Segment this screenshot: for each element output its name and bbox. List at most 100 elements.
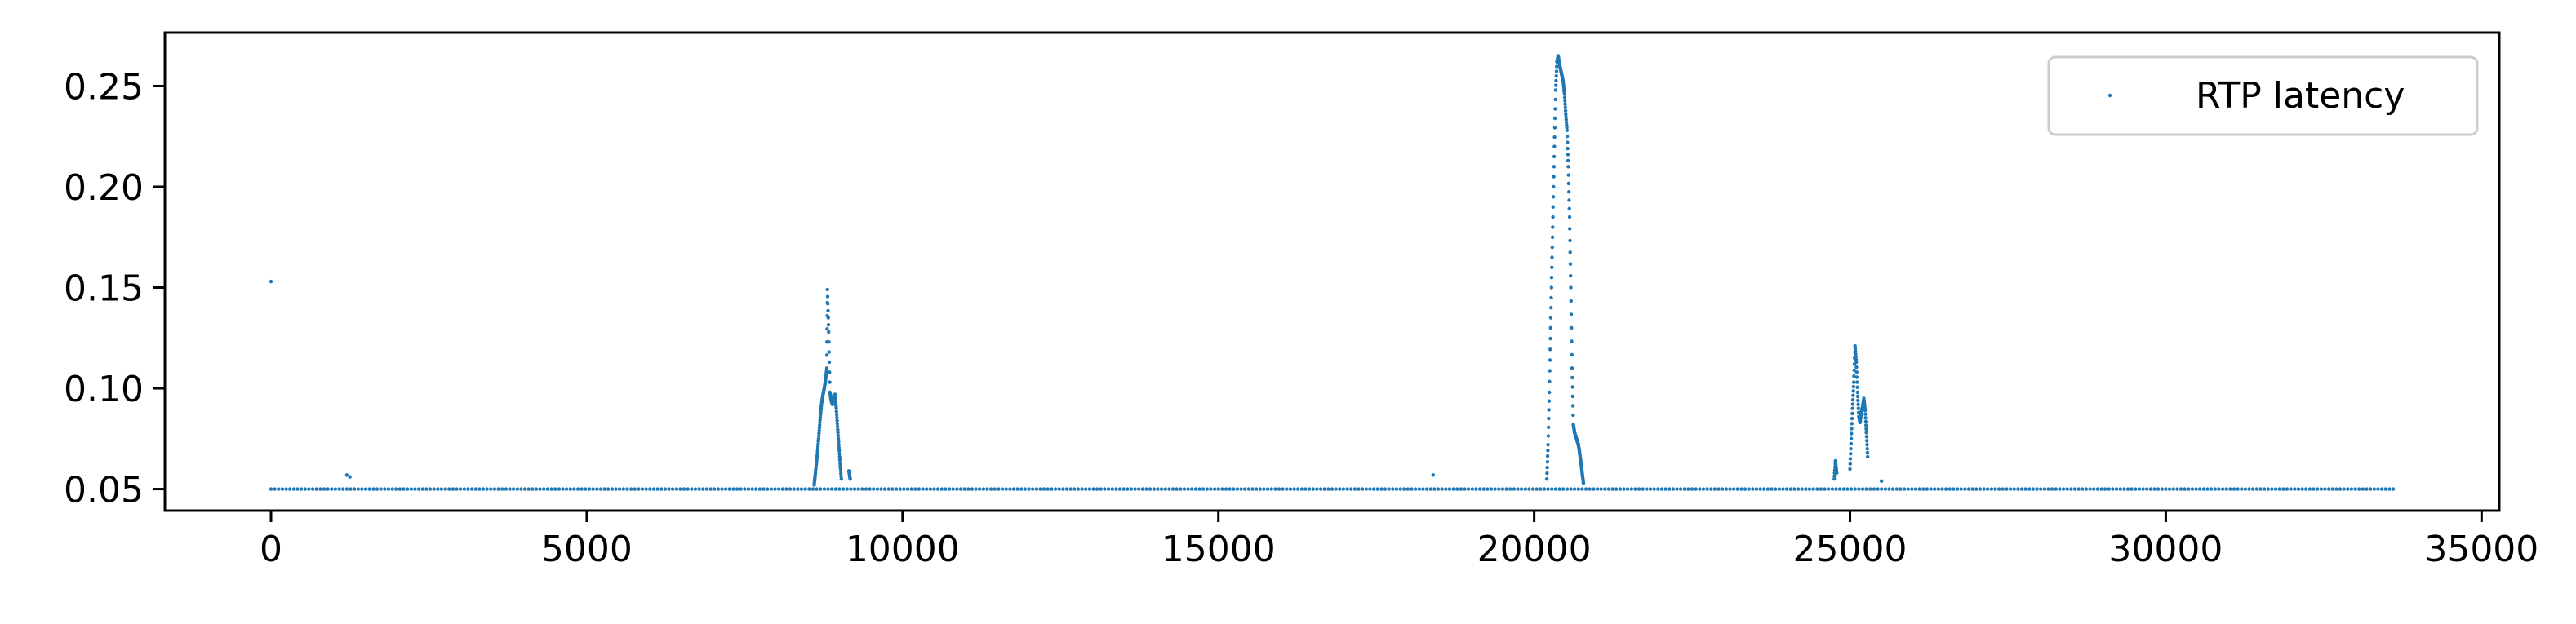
baseline-point bbox=[2281, 487, 2285, 491]
baseline-point bbox=[580, 487, 584, 491]
baseline-point bbox=[549, 487, 553, 491]
baseline-point bbox=[1175, 487, 1179, 491]
data-point bbox=[1564, 120, 1569, 125]
baseline-point bbox=[637, 487, 641, 491]
baseline-point bbox=[2338, 487, 2343, 491]
baseline-point bbox=[1845, 487, 1850, 491]
baseline-point bbox=[1349, 487, 1353, 491]
baseline-point bbox=[750, 487, 754, 491]
baseline-point bbox=[2001, 487, 2005, 491]
baseline-point bbox=[1599, 487, 1603, 491]
baseline-point bbox=[780, 487, 784, 491]
data-point bbox=[1569, 285, 1573, 290]
baseline-point bbox=[2148, 487, 2153, 491]
baseline-point bbox=[686, 487, 690, 491]
data-point bbox=[1551, 215, 1555, 219]
data-point bbox=[1431, 473, 1436, 477]
baseline-point bbox=[1292, 487, 1296, 491]
baseline-point bbox=[1497, 487, 1501, 491]
baseline-point bbox=[2304, 487, 2308, 491]
baseline-point bbox=[1982, 487, 1986, 491]
baseline-point bbox=[886, 487, 891, 491]
y-tick-label: 0.05 bbox=[64, 470, 144, 511]
baseline-point bbox=[402, 487, 406, 491]
data-point bbox=[837, 443, 841, 447]
baseline-point bbox=[955, 487, 959, 491]
data-point bbox=[1850, 397, 1855, 402]
data-point bbox=[1865, 450, 1870, 455]
baseline-point bbox=[1943, 487, 1948, 491]
baseline-point bbox=[1712, 487, 1717, 491]
baseline-point bbox=[2285, 487, 2290, 491]
data-point bbox=[835, 422, 839, 426]
baseline-point bbox=[1296, 487, 1300, 491]
data-point bbox=[1850, 422, 1854, 426]
baseline-point bbox=[1091, 487, 1095, 491]
baseline-point bbox=[1338, 487, 1342, 491]
baseline-point bbox=[1095, 487, 1099, 491]
data-point bbox=[1855, 390, 1859, 395]
baseline-point bbox=[587, 487, 592, 491]
baseline-point bbox=[1288, 487, 1293, 491]
baseline-point bbox=[2156, 487, 2161, 491]
baseline-point bbox=[1421, 487, 1425, 491]
baseline-point bbox=[1770, 487, 1774, 491]
data-point bbox=[1565, 128, 1570, 132]
data-point bbox=[1566, 165, 1570, 169]
y-tick-label: 0.15 bbox=[64, 268, 144, 310]
data-point bbox=[1552, 144, 1557, 148]
legend-marker bbox=[2107, 93, 2112, 98]
baseline-point bbox=[557, 487, 562, 491]
data-point bbox=[818, 423, 822, 427]
baseline-point bbox=[1788, 487, 1792, 491]
baseline-point bbox=[894, 487, 899, 491]
baseline-point bbox=[1758, 487, 1762, 491]
data-point bbox=[1864, 431, 1868, 435]
data-point bbox=[1848, 467, 1852, 471]
data-point bbox=[1880, 479, 1884, 483]
baseline-point bbox=[500, 487, 504, 491]
baseline-point bbox=[2217, 487, 2221, 491]
baseline-point bbox=[1641, 487, 1645, 491]
baseline-point bbox=[974, 487, 978, 491]
baseline-point bbox=[667, 487, 671, 491]
baseline-point bbox=[575, 487, 580, 491]
baseline-point bbox=[1880, 487, 1884, 491]
baseline-point bbox=[2008, 487, 2013, 491]
baseline-point bbox=[1170, 487, 1175, 491]
baseline-point bbox=[890, 487, 895, 491]
data-point bbox=[1553, 107, 1557, 111]
data-point bbox=[1567, 206, 1571, 210]
baseline-point bbox=[1807, 487, 1812, 491]
baseline-point bbox=[2069, 487, 2073, 491]
baseline-point bbox=[1470, 487, 1475, 491]
baseline-point bbox=[598, 487, 603, 491]
baseline-point bbox=[398, 487, 402, 491]
baseline-point bbox=[1410, 487, 1414, 491]
baseline-point bbox=[682, 487, 686, 491]
baseline-point bbox=[2023, 487, 2027, 491]
baseline-point bbox=[837, 487, 842, 491]
baseline-point bbox=[993, 487, 997, 491]
baseline-point bbox=[1311, 487, 1316, 491]
data-point bbox=[1853, 344, 1857, 348]
data-point bbox=[1547, 425, 1551, 429]
baseline-point bbox=[1876, 487, 1880, 491]
data-point bbox=[837, 452, 842, 456]
baseline-point bbox=[477, 487, 482, 491]
data-point bbox=[1851, 393, 1855, 397]
baseline-point bbox=[2054, 487, 2058, 491]
baseline-point bbox=[1277, 487, 1281, 491]
baseline-point bbox=[420, 487, 424, 491]
baseline-point bbox=[826, 487, 830, 491]
baseline-point bbox=[1747, 487, 1751, 491]
baseline-point bbox=[803, 487, 807, 491]
baseline-point bbox=[602, 487, 606, 491]
baseline-point bbox=[2125, 487, 2130, 491]
baseline-point bbox=[716, 487, 721, 491]
baseline-point bbox=[811, 487, 815, 491]
data-point bbox=[834, 406, 838, 410]
baseline-point bbox=[2266, 487, 2270, 491]
baseline-point bbox=[939, 487, 944, 491]
baseline-point bbox=[1064, 487, 1069, 491]
